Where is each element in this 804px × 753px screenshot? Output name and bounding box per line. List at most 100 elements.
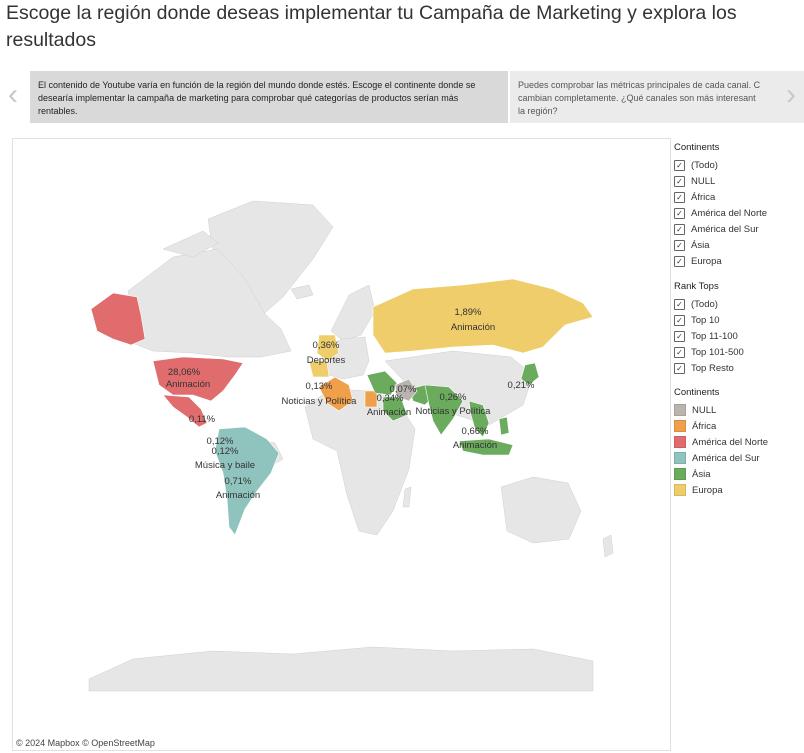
filter-option-label: Europa <box>691 255 722 267</box>
map-label: Animación <box>367 407 411 418</box>
filter-option[interactable]: ✓ Top Resto <box>674 360 802 376</box>
iceland-shape <box>290 284 314 300</box>
checkbox-checked-icon[interactable]: ✓ <box>674 330 685 342</box>
filter-option[interactable]: ✓ Ásia <box>674 237 802 253</box>
filter-option[interactable]: ✓ América del Norte <box>674 205 802 221</box>
legend-item[interactable]: América del Sur <box>674 450 802 466</box>
map-label: Noticias y Política <box>416 406 492 417</box>
filter-option[interactable]: ✓ (Todo) <box>674 296 802 312</box>
india-shape <box>424 384 464 436</box>
filter-option[interactable]: ✓ América del Sur <box>674 221 802 237</box>
filter-title: Continents <box>674 142 720 153</box>
north-africa-shape <box>318 376 354 412</box>
filter-option[interactable]: ✓ Europa <box>674 253 802 269</box>
filter-title: Rank Tops <box>674 281 719 292</box>
legend-item[interactable]: América del Norte <box>674 434 802 450</box>
legend-item[interactable]: Ásia <box>674 466 802 482</box>
checkbox-checked-icon[interactable]: ✓ <box>674 314 685 326</box>
story-point-2-line: Puedes comprobar las métricas principale… <box>518 80 761 90</box>
map-label: 1,89% <box>455 307 482 318</box>
legend-item[interactable]: NULL <box>674 402 802 418</box>
filter-option-label: América del Sur <box>691 223 759 235</box>
map-label: Animación <box>451 322 495 333</box>
scandinavia-shape <box>330 284 376 342</box>
madagascar-shape <box>402 486 412 508</box>
legend-label: NULL <box>692 404 717 416</box>
egypt-shape <box>364 390 378 408</box>
story-point-1[interactable]: El contenido de Youtube varía en función… <box>30 71 508 123</box>
filter-option[interactable]: ✓ (Todo) <box>674 157 802 173</box>
map-canvas: 28,06% Animación 0,11% 0,12% 0,12% Músic… <box>88 200 614 692</box>
filter-option-label: África <box>691 191 716 203</box>
arctic-islands-shape <box>162 230 219 258</box>
filter-option-label: Ásia <box>691 239 710 251</box>
rank-tops-filter: Rank Tops ✓ (Todo) ✓ Top 10 ✓ Top 11-100 ✓ T… <box>674 281 802 376</box>
filter-option-label: Top Resto <box>691 362 734 374</box>
legend-item[interactable]: Europa <box>674 482 802 498</box>
map-label: Música y baile <box>195 460 255 471</box>
checkbox-checked-icon[interactable]: ✓ <box>674 159 685 171</box>
filter-option[interactable]: ✓ Top 101-500 <box>674 344 802 360</box>
philippines-shape <box>498 416 510 436</box>
map-label: 0,12% <box>212 446 239 457</box>
base-land <box>88 200 614 692</box>
filter-option[interactable]: ✓ África <box>674 189 802 205</box>
checkbox-checked-icon[interactable]: ✓ <box>674 239 685 251</box>
legend-label: Ásia <box>692 468 711 480</box>
map-label: 0,11% <box>189 414 216 425</box>
story-point-2[interactable]: Puedes comprobar las métricas principale… <box>510 71 804 123</box>
filter-option-label: América del Norte <box>691 207 768 219</box>
checkbox-checked-icon[interactable]: ✓ <box>674 346 685 358</box>
dashboard-title: Escoge la región donde deseas implementa… <box>6 2 737 51</box>
map-label: 28,06% <box>168 367 201 378</box>
continents-filter: Continents ✓ (Todo) ✓ NULL ✓ África ✓ Améric… <box>674 142 802 269</box>
legend-swatch <box>674 404 686 416</box>
map-label: Deportes <box>307 355 346 366</box>
checkbox-checked-icon[interactable]: ✓ <box>674 298 685 310</box>
checkbox-checked-icon[interactable]: ✓ <box>674 191 685 203</box>
chevron-right-icon[interactable]: › <box>786 78 796 111</box>
filter-option-label: NULL <box>691 175 716 187</box>
indonesia-shape <box>458 438 514 456</box>
alaska-shape <box>90 292 146 346</box>
filter-option[interactable]: ✓ NULL <box>674 173 802 189</box>
legend-label: América del Norte <box>692 436 769 448</box>
chevron-left-icon[interactable]: ‹ <box>8 78 18 111</box>
filter-option-label: (Todo) <box>691 159 718 171</box>
southeast-asia-shape <box>468 400 490 438</box>
map-labels: 28,06% Animación 0,11% 0,12% 0,12% Músic… <box>166 307 535 501</box>
australia-shape <box>500 476 582 544</box>
checkbox-checked-icon[interactable]: ✓ <box>674 223 685 235</box>
map-label: 0,12% <box>207 436 234 447</box>
checkbox-checked-icon[interactable]: ✓ <box>674 362 685 374</box>
west-asia-shape <box>366 370 398 396</box>
map-label: 0,34% <box>377 393 404 404</box>
map-label: 0,36% <box>313 340 340 351</box>
map-label: 0,21% <box>508 380 535 391</box>
map-label: Animación <box>216 490 260 501</box>
western-europe-shape <box>316 334 340 362</box>
map-label: 0,66% <box>462 426 489 437</box>
south-america-shape <box>214 426 280 536</box>
filter-option[interactable]: ✓ Top 10 <box>674 312 802 328</box>
checkbox-checked-icon[interactable]: ✓ <box>674 207 685 219</box>
legend-swatch <box>674 420 686 432</box>
legend-title: Continents <box>674 387 720 398</box>
story-point-2-line: la región? <box>518 106 558 116</box>
map-label: 0,26% <box>440 392 467 403</box>
canada-shape <box>127 248 292 358</box>
legend-label: América del Sur <box>692 452 760 464</box>
checkbox-checked-icon[interactable]: ✓ <box>674 175 685 187</box>
map-label: Animación <box>453 440 497 451</box>
legend-item[interactable]: África <box>674 418 802 434</box>
filter-option-label: Top 101-500 <box>691 346 744 358</box>
story-point-2-line: cambian completamente. ¿Qué canales son … <box>518 93 756 103</box>
filter-option[interactable]: ✓ Top 11-100 <box>674 328 802 344</box>
antarctica-shape <box>88 646 594 692</box>
map-label: Noticias y Política <box>282 396 358 407</box>
checkbox-checked-icon[interactable]: ✓ <box>674 255 685 267</box>
world-map[interactable]: 28,06% Animación 0,11% 0,12% 0,12% Músic… <box>12 138 671 751</box>
japan-shape <box>520 362 540 386</box>
map-attribution[interactable]: © 2024 Mapbox © OpenStreetMap <box>16 738 155 748</box>
map-label: 0,71% <box>225 476 252 487</box>
